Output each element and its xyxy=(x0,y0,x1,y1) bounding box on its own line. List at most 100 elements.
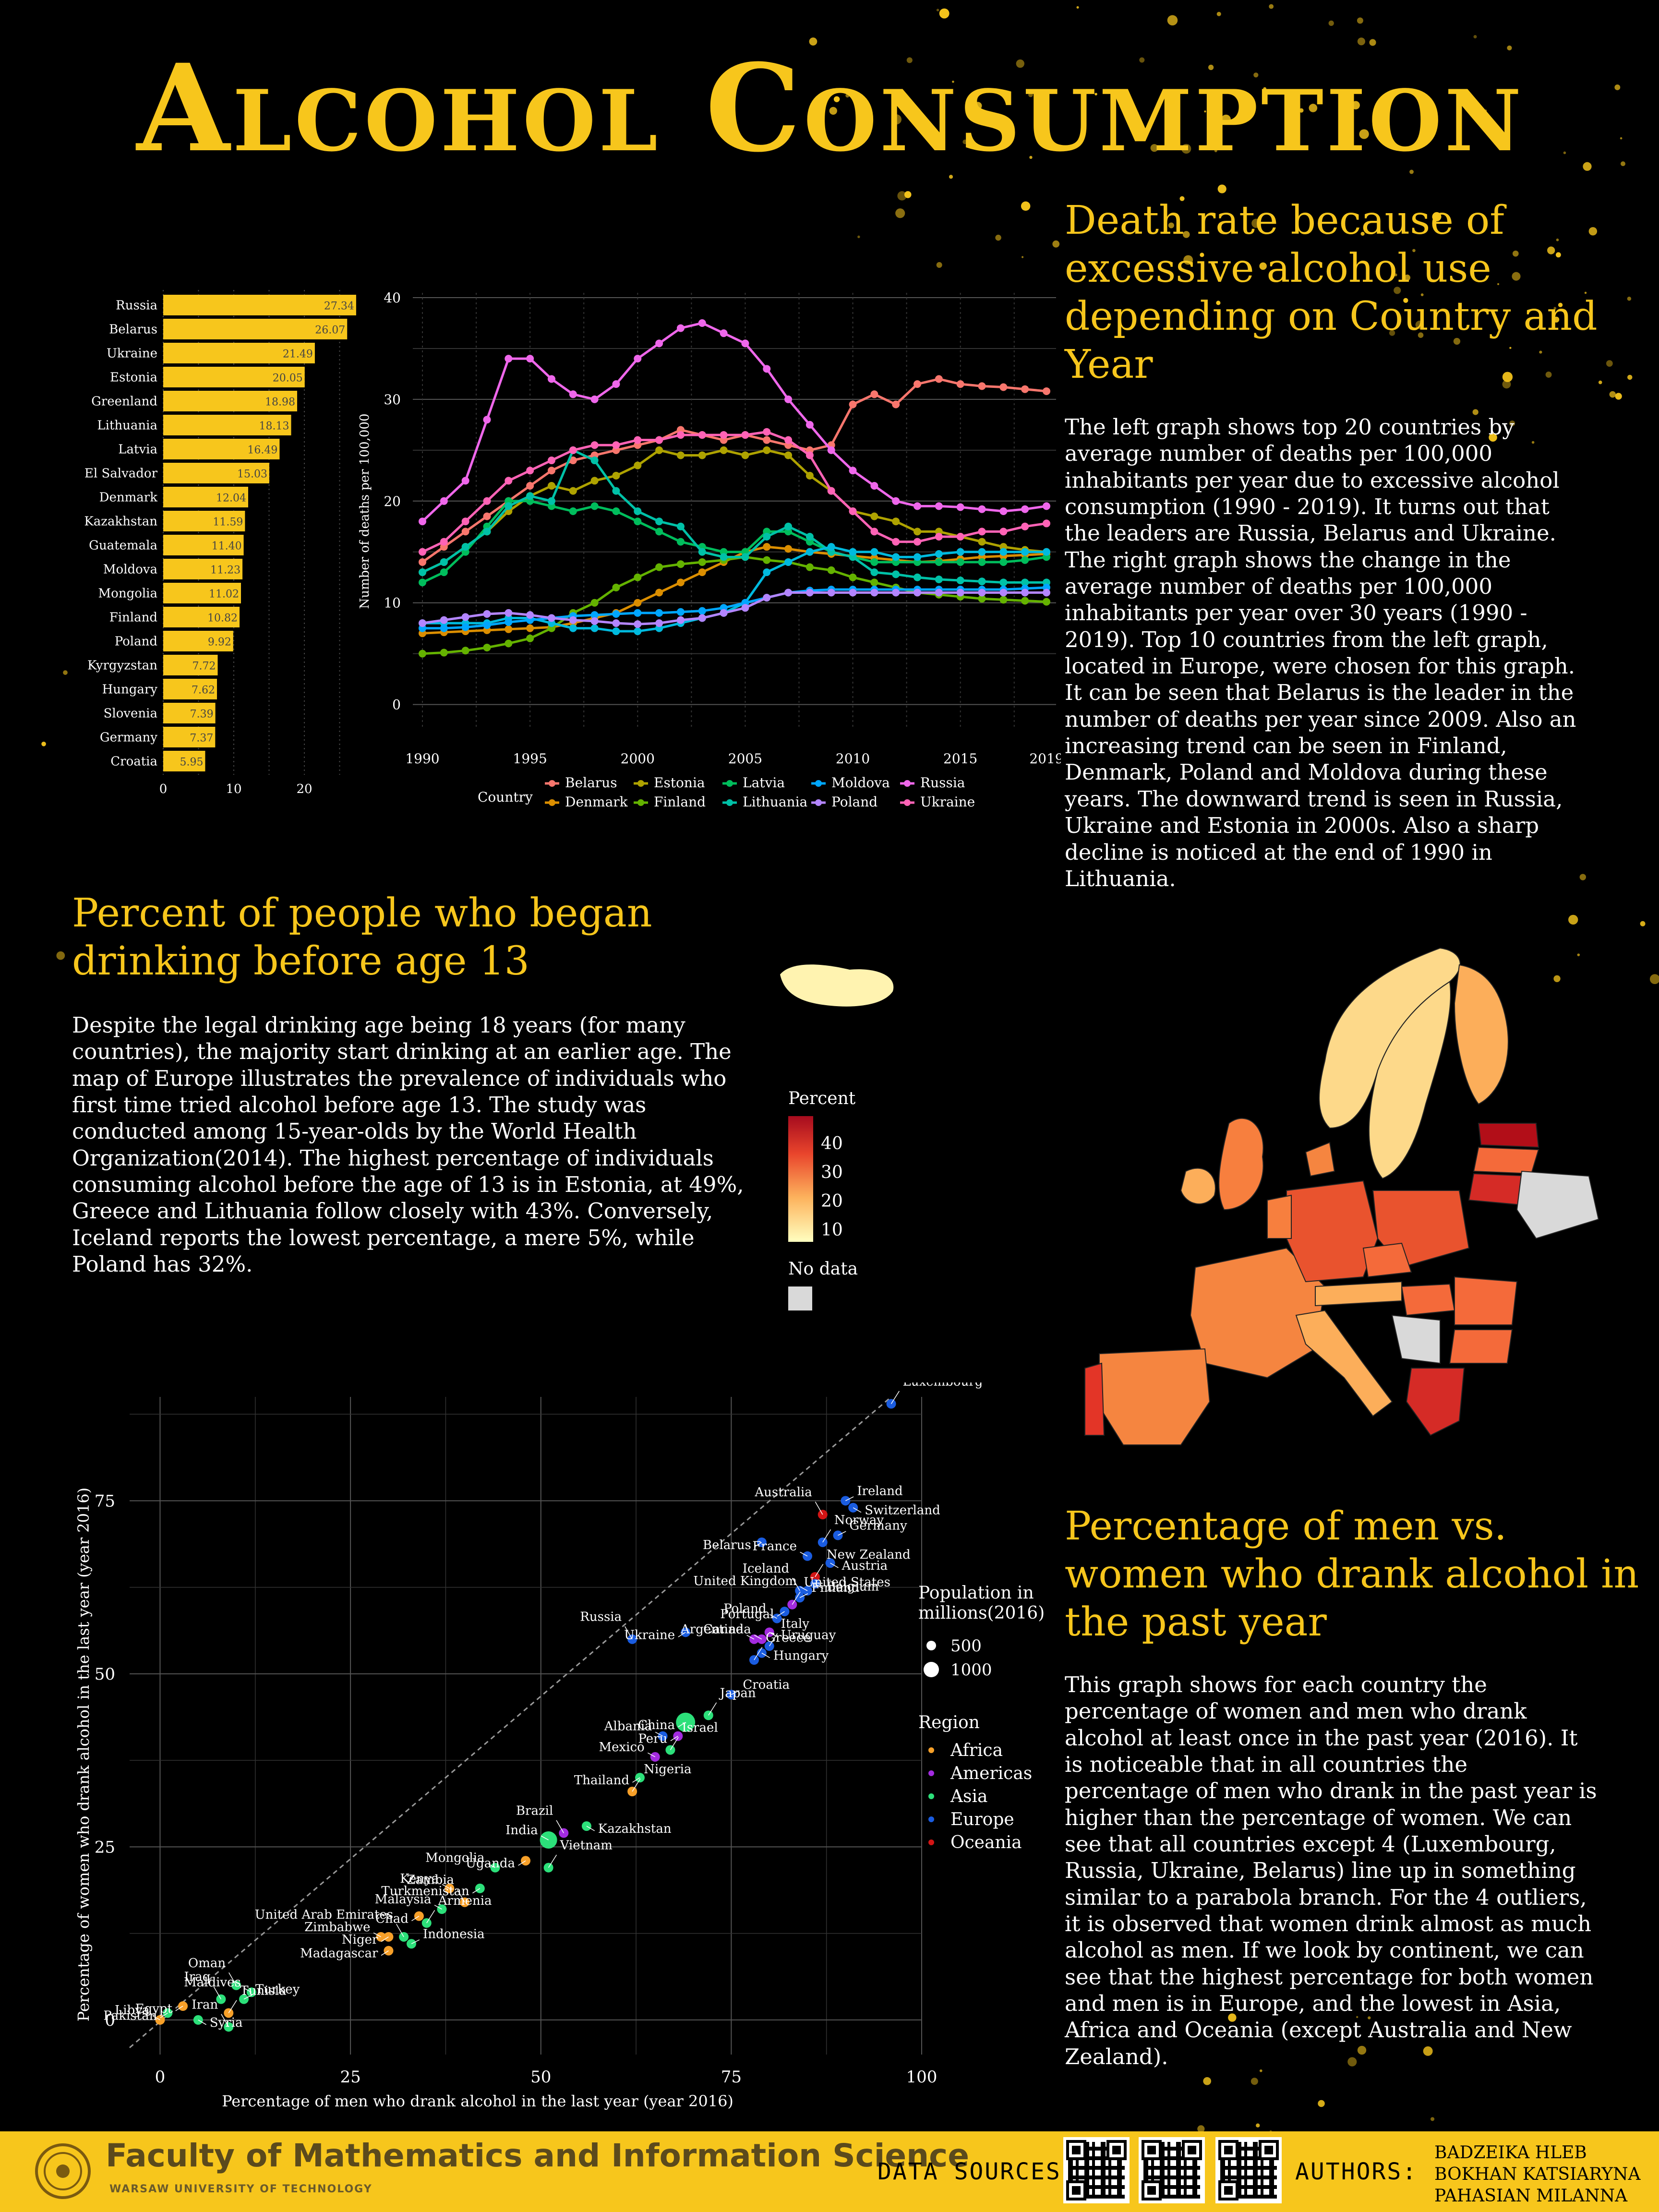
data-point xyxy=(526,624,534,632)
label-leader xyxy=(754,1542,762,1548)
legend-label: Finland xyxy=(654,794,706,810)
data-point xyxy=(461,517,469,526)
data-point xyxy=(870,568,878,577)
x-axis-title: Percentage of men who drank alcohol in t… xyxy=(222,2092,733,2110)
splatter-dot xyxy=(1423,130,1427,134)
splatter-dot xyxy=(1228,2013,1237,2022)
data-point xyxy=(440,624,448,632)
splatter-dot xyxy=(1182,231,1190,238)
label-leader xyxy=(731,1690,740,1695)
label-leader xyxy=(845,1496,854,1501)
label-leader xyxy=(800,1586,808,1591)
map-country-estonia xyxy=(1478,1123,1539,1148)
bar-value-label: 26.07 xyxy=(315,325,345,337)
legend-tick-label: 20 xyxy=(821,1191,843,1211)
data-point xyxy=(505,639,513,648)
label-leader xyxy=(670,1735,678,1742)
legend-swatch-dot xyxy=(815,799,822,806)
splatter-dot xyxy=(1197,2125,1205,2133)
point-label: Albania xyxy=(604,1719,652,1734)
data-point xyxy=(784,545,793,553)
data-point xyxy=(569,487,577,495)
label-leader xyxy=(746,1635,755,1640)
data-point xyxy=(935,375,943,383)
scatter-point xyxy=(376,1932,386,1942)
x-tick-label: 50 xyxy=(530,2068,551,2087)
bar-value-label: 11.02 xyxy=(209,589,239,601)
point-label: Oman xyxy=(188,1956,226,1971)
data-point xyxy=(827,589,835,597)
data-point xyxy=(827,446,835,454)
splatter-dot xyxy=(1357,17,1363,24)
no-data-swatch xyxy=(788,1286,812,1310)
point-label: United Arab Emirates xyxy=(255,1908,393,1922)
x-tick-label: 0 xyxy=(159,782,168,796)
data-point xyxy=(483,643,491,651)
splatter-dot xyxy=(1555,252,1561,258)
label-leader xyxy=(160,2012,168,2018)
point-label: India xyxy=(505,1823,538,1838)
data-point xyxy=(892,553,900,561)
bar-category-label: Kazakhstan xyxy=(84,515,157,529)
qr-code-1[interactable] xyxy=(1063,2137,1130,2203)
legend-label: Poland xyxy=(831,794,878,810)
data-point xyxy=(892,400,900,409)
point-label: Armenia xyxy=(438,1894,492,1908)
scatter-point xyxy=(757,1537,767,1547)
data-point xyxy=(720,553,728,561)
splatter-dot xyxy=(1453,337,1461,345)
data-point xyxy=(612,507,620,515)
point-label: Uruguay xyxy=(781,1628,836,1642)
x-tick-label: 25 xyxy=(340,2068,361,2087)
splatter-dot xyxy=(974,102,982,110)
label-leader xyxy=(518,1860,526,1866)
splatter-dot xyxy=(1021,201,1031,211)
splatter-dot xyxy=(1208,64,1214,70)
data-point xyxy=(634,507,642,515)
qr-code-2[interactable] xyxy=(1139,2137,1205,2203)
splatter-dot xyxy=(1174,134,1177,138)
legend-label: Estonia xyxy=(654,775,705,791)
legend-label: Russia xyxy=(920,775,965,791)
point-label: Brazil xyxy=(516,1804,553,1818)
label-leader xyxy=(221,2014,229,2027)
footer-bar xyxy=(0,2131,1659,2212)
splatter-dot xyxy=(1577,953,1580,956)
splatter-dot xyxy=(906,57,913,63)
university-logo-icon xyxy=(35,2143,91,2199)
splatter-dot xyxy=(1606,360,1613,367)
map-country-ireland xyxy=(1180,1167,1216,1204)
bar-category-label: Moldova xyxy=(103,563,157,577)
data-point xyxy=(569,390,577,398)
point-label: Finland xyxy=(811,1581,859,1595)
splatter-dot xyxy=(833,96,840,102)
point-label: Poland xyxy=(723,1601,766,1616)
legend-label: Moldova xyxy=(831,775,890,791)
qr-code-3[interactable] xyxy=(1215,2137,1282,2203)
data-point xyxy=(505,625,513,633)
data-point xyxy=(590,477,599,485)
data-point xyxy=(784,436,793,444)
point-label: Libya xyxy=(115,2003,149,2018)
bar-value-label: 5.95 xyxy=(180,757,203,769)
death-rate-text: The left graph shows top 20 countries by… xyxy=(1065,414,1576,891)
x-tick-label: 2000 xyxy=(621,751,655,767)
data-point xyxy=(956,503,964,511)
x-tick-label: 2005 xyxy=(728,751,762,767)
label-leader xyxy=(541,1835,549,1840)
data-point xyxy=(547,497,555,505)
splatter-dot xyxy=(845,94,850,98)
data-point xyxy=(784,451,793,459)
label-leader xyxy=(426,1910,435,1923)
region-legend-dot xyxy=(928,1793,934,1799)
legend-tick-label: 40 xyxy=(821,1134,843,1154)
splatter-dot xyxy=(1168,98,1176,105)
point-label: Switzerland xyxy=(865,1503,940,1518)
bar-value-label: 10.82 xyxy=(207,613,238,625)
point-label: Zimbabwe xyxy=(304,1920,370,1935)
point-label: Portugal xyxy=(720,1607,774,1622)
data-point xyxy=(956,532,964,541)
author-name: BOKHAN KATSIARYNA xyxy=(1434,2164,1641,2184)
early-drinking-heading: Percent of people who began drinking bef… xyxy=(72,890,652,985)
splatter-dot xyxy=(809,37,817,46)
